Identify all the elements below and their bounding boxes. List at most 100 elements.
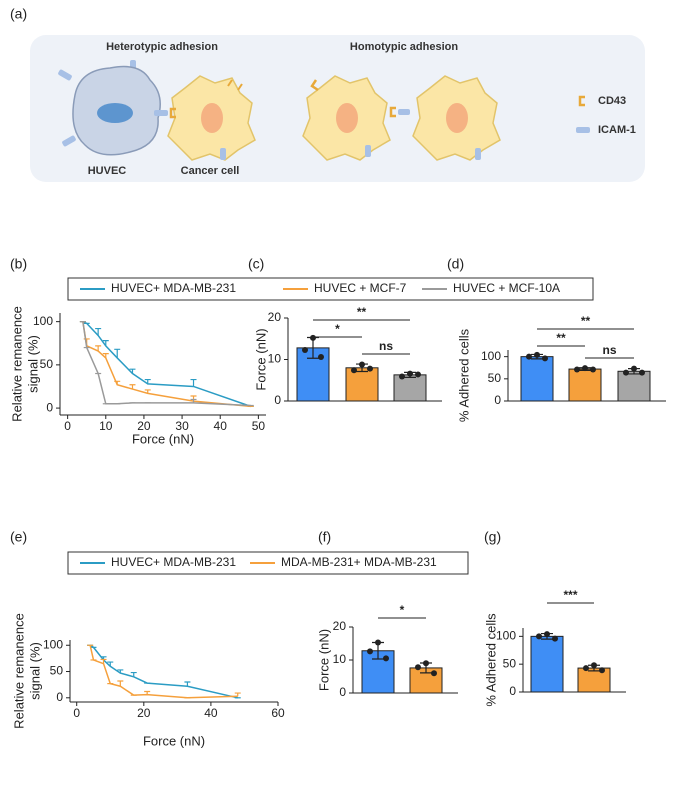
- legend-label: HUVEC + MCF-10A: [453, 281, 560, 295]
- y-tick-label: 0: [46, 400, 53, 414]
- data-point: [639, 369, 645, 376]
- diagram-shapes: [58, 60, 590, 161]
- data-point: [623, 369, 629, 376]
- data-point: [574, 366, 580, 373]
- data-point: [591, 662, 597, 669]
- bar: [617, 370, 651, 402]
- legend-label: HUVEC+ MDA-MB-231: [111, 281, 236, 295]
- data-point: [431, 670, 437, 677]
- data-point: [375, 639, 381, 646]
- legend-box: [67, 277, 594, 301]
- y-axis-label: Relative remanence: [9, 306, 24, 422]
- error-bar: [129, 368, 136, 374]
- data-point: [542, 355, 548, 362]
- icam-1: [475, 148, 481, 160]
- x-tick-label: 40: [204, 706, 218, 720]
- icam-1: [220, 148, 226, 160]
- error-bar: [95, 327, 102, 336]
- y-axis-label: signal (%): [27, 642, 42, 700]
- error-bar: [117, 680, 124, 687]
- x-tick-label: 20: [137, 419, 151, 433]
- panel-label: (b): [10, 256, 27, 272]
- cell-label: Cancer cell: [181, 165, 240, 177]
- x-tick-label: 0: [73, 706, 80, 720]
- cd43: [389, 106, 396, 118]
- legend-label: ICAM-1: [598, 124, 636, 136]
- x-tick-label: 10: [99, 419, 113, 433]
- error-bar: [95, 345, 102, 352]
- y-tick-label: 50: [40, 357, 54, 371]
- diagram-title: Homotypic adhesion: [350, 41, 458, 53]
- cd43: [310, 79, 319, 92]
- x-tick-label: 0: [64, 419, 71, 433]
- significance-label: ***: [563, 588, 577, 602]
- y-tick-label: 50: [503, 656, 517, 670]
- error-bar: [234, 692, 241, 697]
- data-point: [582, 365, 588, 372]
- significance-label: **: [357, 305, 367, 319]
- y-axis-label: Force (nN): [253, 328, 268, 390]
- error-bar: [100, 658, 107, 664]
- x-axis-label: Force (nN): [132, 431, 194, 446]
- data-point: [399, 373, 405, 380]
- data-point: [423, 660, 429, 667]
- x-tick-label: 30: [175, 419, 189, 433]
- panel-label: (a): [10, 6, 27, 22]
- error-bar: [114, 348, 121, 358]
- y-axis-label: % Adhered cells: [456, 328, 471, 422]
- y-tick-label: 100: [481, 349, 501, 363]
- y-tick-label: 0: [339, 685, 346, 699]
- y-tick-label: 50: [488, 371, 502, 385]
- y-tick-label: 20: [333, 619, 347, 633]
- nucleus: [336, 103, 358, 133]
- error-bar: [102, 353, 109, 358]
- data-point: [544, 631, 550, 638]
- data-point: [631, 365, 637, 372]
- y-axis-label: signal (%): [25, 335, 40, 393]
- bar: [520, 356, 554, 402]
- error-bar: [114, 380, 121, 385]
- data-point: [415, 371, 421, 378]
- icam-1: [58, 69, 72, 81]
- error-bar: [130, 671, 137, 677]
- data-point: [367, 648, 373, 655]
- bar: [568, 368, 602, 402]
- error-bar: [129, 384, 136, 390]
- y-tick-label: 0: [509, 684, 516, 698]
- y-tick-label: 10: [268, 352, 282, 366]
- diagram-title: Heterotypic adhesion: [106, 41, 218, 53]
- error-bar: [144, 690, 151, 695]
- error-bar: [184, 681, 191, 687]
- legend-label: HUVEC + MCF-7: [314, 281, 407, 295]
- x-tick-label: 20: [137, 706, 151, 720]
- data-point: [359, 361, 365, 368]
- data-point: [318, 354, 324, 361]
- data-point: [415, 664, 421, 671]
- significance-label: **: [581, 314, 591, 328]
- y-tick-label: 50: [50, 664, 64, 678]
- x-tick-label: 50: [252, 419, 266, 433]
- legend-label: MDA-MB-231+ MDA-MB-231: [281, 555, 437, 569]
- icam-1-legend-icon: [576, 127, 590, 133]
- error-bar: [190, 378, 197, 387]
- data-point: [302, 346, 308, 353]
- panel-label: (e): [10, 529, 27, 545]
- bar: [393, 374, 427, 402]
- error-bar: [144, 378, 151, 384]
- y-tick-label: 100: [496, 629, 516, 643]
- significance-label: *: [400, 603, 405, 617]
- y-tick-label: 0: [494, 393, 501, 407]
- data-point: [583, 665, 589, 672]
- y-axis-label: % Adhered cells: [483, 613, 498, 707]
- data-point: [590, 366, 596, 373]
- y-tick-label: 0: [274, 393, 281, 407]
- significance-label: *: [335, 322, 340, 336]
- error-bar: [144, 389, 151, 394]
- icam-1: [398, 109, 410, 115]
- x-tick-label: 60: [271, 706, 285, 720]
- nucleus: [201, 103, 223, 133]
- nucleus: [97, 103, 133, 123]
- y-axis-label: Relative remanence: [11, 613, 26, 729]
- y-tick-label: 100: [43, 637, 63, 651]
